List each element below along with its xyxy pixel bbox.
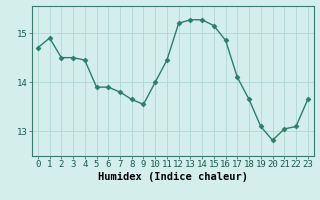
X-axis label: Humidex (Indice chaleur): Humidex (Indice chaleur)	[98, 172, 248, 182]
